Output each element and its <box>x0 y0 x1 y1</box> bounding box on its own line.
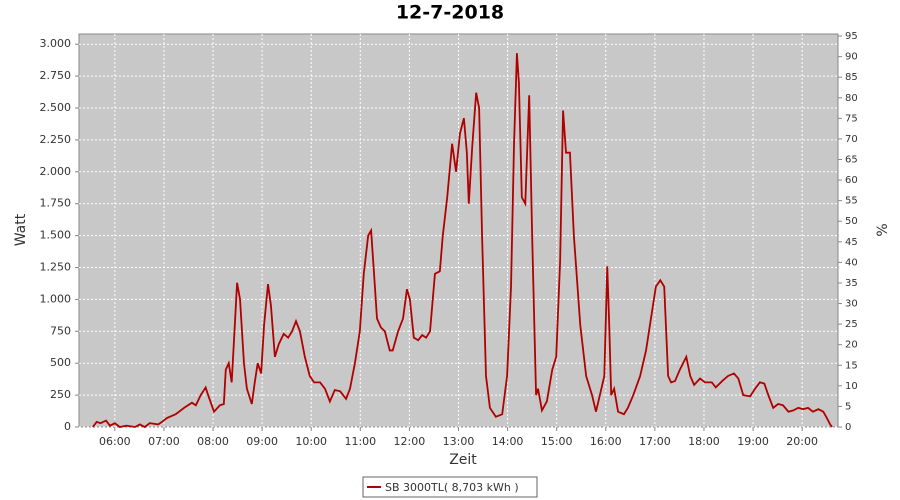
y-tick-label: 0 <box>64 420 71 433</box>
x-tick-label: 11:00 <box>344 435 376 448</box>
y2-tick-label: 45 <box>845 237 858 248</box>
x-tick-label: 20:00 <box>786 435 818 448</box>
x-tick-label: 17:00 <box>639 435 671 448</box>
y-tick-label: 750 <box>50 324 71 337</box>
x-tick-label: 19:00 <box>737 435 769 448</box>
y-tick-label: 2.250 <box>40 133 72 146</box>
y2-tick-label: 0 <box>845 422 851 433</box>
y2-tick-label: 70 <box>845 134 858 145</box>
y-tick-label: 1.000 <box>40 292 72 305</box>
y-tick-label: 1.750 <box>40 197 72 210</box>
legend <box>362 476 538 498</box>
y-tick-label: 1.500 <box>40 229 72 242</box>
y2-tick-label: 75 <box>845 113 858 124</box>
y-tick-label: 1.250 <box>40 261 72 274</box>
x-tick-label: 15:00 <box>541 435 573 448</box>
x-tick-label: 06:00 <box>99 435 131 448</box>
y2-tick-label: 10 <box>845 381 858 392</box>
y-tick-label: 2.000 <box>40 165 72 178</box>
y2-tick-label: 5 <box>845 401 851 412</box>
y2-tick-label: 85 <box>845 72 858 83</box>
y2-tick-label: 35 <box>845 278 858 289</box>
y-tick-label: 2.500 <box>40 101 72 114</box>
x-tick-label: 14:00 <box>492 435 524 448</box>
chart-title: 12-7-2018 <box>396 2 504 24</box>
y2-tick-label: 30 <box>845 299 858 310</box>
x-tick-label: 08:00 <box>197 435 229 448</box>
y2-tick-label: 15 <box>845 360 858 371</box>
y2-tick-label: 65 <box>845 155 858 166</box>
y2-tick-label: 80 <box>845 93 858 104</box>
y-axis-label: Watt <box>13 213 29 246</box>
x-tick-label: 10:00 <box>295 435 327 448</box>
y2-tick-label: 20 <box>845 340 858 351</box>
x-tick-label: 09:00 <box>246 435 278 448</box>
y-tick-label: 250 <box>50 388 71 401</box>
y2-tick-label: 25 <box>845 319 858 330</box>
x-tick-label: 13:00 <box>443 435 475 448</box>
y-tick-label: 3.000 <box>40 37 72 50</box>
y2-tick-label: 60 <box>845 175 858 186</box>
y2-tick-label: 50 <box>845 216 858 227</box>
x-tick-label: 18:00 <box>688 435 720 448</box>
y2-tick-label: 95 <box>845 31 858 42</box>
y2-tick-label: 90 <box>845 52 858 63</box>
series-line <box>92 53 833 429</box>
x-tick-label: 07:00 <box>148 435 180 448</box>
y2-tick-label: 40 <box>845 257 858 268</box>
y-tick-label: 500 <box>50 356 71 369</box>
legend-label: SB 3000TL( 8,703 kWh ) <box>385 481 519 494</box>
y2-tick-label: 55 <box>845 196 858 207</box>
x-tick-label: 16:00 <box>590 435 622 448</box>
y-tick-label: 2.750 <box>40 69 72 82</box>
x-tick-label: 12:00 <box>394 435 426 448</box>
x-axis-label: Zeit <box>449 452 477 468</box>
y2-axis-label: % <box>875 223 891 236</box>
